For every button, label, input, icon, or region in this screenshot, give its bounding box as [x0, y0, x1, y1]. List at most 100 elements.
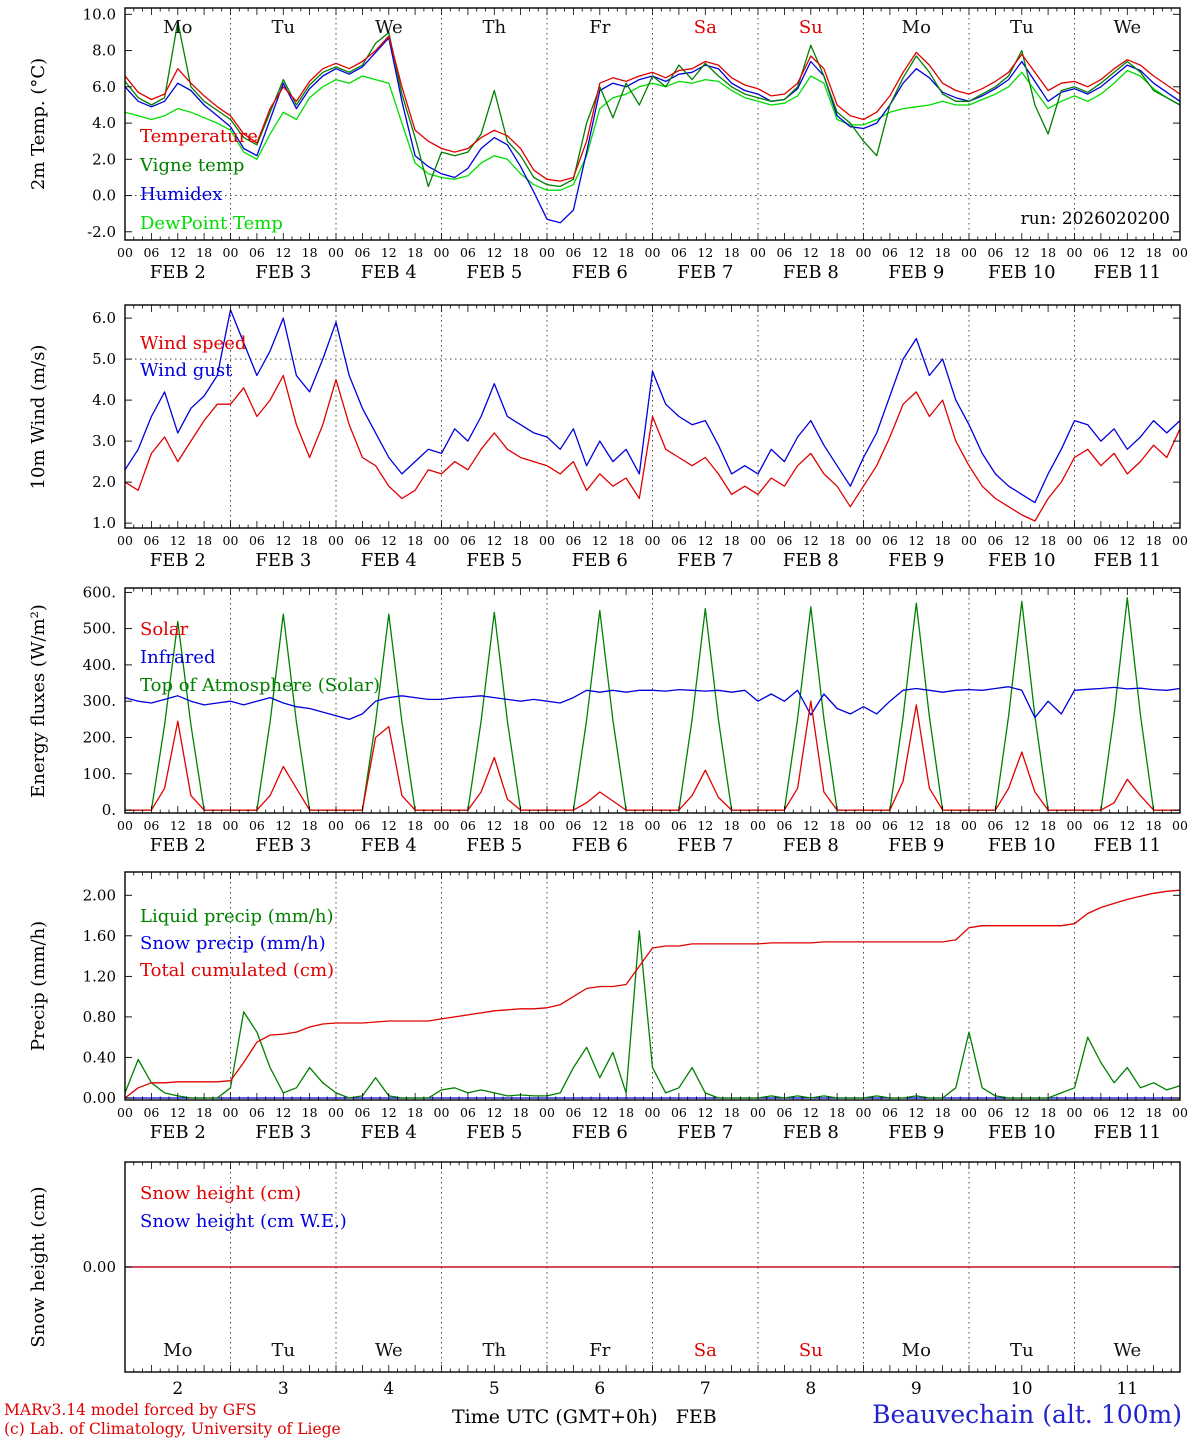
hour-tick-label: 06 [354, 818, 370, 833]
weekday-label: Th [482, 1340, 506, 1361]
hour-tick-label: 06 [1093, 245, 1109, 260]
day-label: FEB 9 [888, 262, 944, 283]
day-label: FEB 6 [572, 835, 628, 856]
hour-tick-label: 00 [1172, 533, 1188, 548]
hour-tick-label: 06 [776, 818, 792, 833]
y-tick-label: 0.0 [92, 187, 116, 205]
hour-tick-label: 00 [434, 1105, 450, 1120]
hour-tick-label: 18 [724, 245, 740, 260]
legend-dewpoint-temp: DewPoint Temp [140, 213, 283, 234]
y-tick-label: 100. [83, 765, 116, 783]
day-number-label: 9 [911, 1379, 922, 1399]
hour-tick-label: 06 [882, 245, 898, 260]
day-label: FEB 10 [988, 262, 1055, 283]
hour-tick-label: 00 [645, 1105, 661, 1120]
weekday-label: We [1113, 1340, 1141, 1361]
hour-tick-label: 12 [486, 533, 502, 548]
hour-tick-label: 06 [460, 533, 476, 548]
hour-tick-label: 06 [776, 533, 792, 548]
hour-tick-label: 18 [196, 1105, 212, 1120]
hour-tick-label: 12 [1119, 1105, 1135, 1120]
hour-tick-label: 12 [697, 1105, 713, 1120]
hour-tick-label: 00 [750, 245, 766, 260]
hour-tick-label: 12 [275, 1105, 291, 1120]
weekday-label: Su [799, 1340, 823, 1361]
hour-tick-label: 18 [829, 533, 845, 548]
hour-tick-label: 06 [249, 1105, 265, 1120]
day-label: FEB 9 [888, 550, 944, 571]
hour-tick-label: 00 [223, 245, 239, 260]
hour-tick-label: 12 [908, 533, 924, 548]
hour-tick-label: 00 [117, 533, 133, 548]
hour-tick-label: 06 [882, 533, 898, 548]
hour-tick-label: 12 [1119, 245, 1135, 260]
y-tick-label: 200. [83, 729, 116, 747]
y-tick-label: 1.20 [83, 967, 116, 985]
hour-tick-label: 12 [908, 818, 924, 833]
hour-tick-label: 18 [513, 533, 529, 548]
day-label: FEB 11 [1094, 1122, 1161, 1143]
y-tick-label: 500. [83, 620, 116, 638]
day-number-label: 11 [1116, 1379, 1138, 1399]
hour-tick-label: 06 [776, 245, 792, 260]
model-credit-line1: MARv3.14 model forced by GFS [4, 1401, 257, 1419]
hour-tick-label: 18 [935, 1105, 951, 1120]
day-number-label: 3 [278, 1379, 289, 1399]
series-wind-speed [124, 374, 1181, 522]
hour-tick-label: 00 [1067, 1105, 1083, 1120]
series-total-cumulated [124, 889, 1181, 1099]
meteogram-chart: 10.0 8.0 6.0 4.0 2.0 0.0 -2.0 2m Temp. (°C) 00 06… [28, 5, 1188, 1399]
y-tick-label: 6.0 [92, 309, 116, 327]
day-label: FEB 10 [988, 835, 1055, 856]
day-number-label: 8 [805, 1379, 816, 1399]
y-tick-label: 0.00 [83, 1089, 116, 1107]
day-label: FEB 11 [1094, 835, 1161, 856]
hour-tick-label: 06 [671, 1105, 687, 1120]
hour-tick-label: 12 [803, 533, 819, 548]
weekday-label: Sa [694, 1340, 717, 1361]
day-label: FEB 3 [255, 262, 311, 283]
y-axis-label: Energy fluxes (W/m²) [28, 604, 49, 798]
hour-tick-label: 12 [381, 245, 397, 260]
hour-tick-label: 18 [196, 245, 212, 260]
hour-tick-label: 06 [1093, 533, 1109, 548]
time-axis-label: Time UTC (GMT+0h) [452, 1406, 658, 1428]
legend-vigne-temp: Vigne temp [139, 155, 244, 176]
hour-tick-label: 18 [302, 245, 318, 260]
y-tick-label: 300. [83, 692, 116, 710]
day-label: FEB 7 [677, 1122, 733, 1143]
hour-tick-label: 18 [1146, 533, 1162, 548]
weekday-label: Su [799, 17, 823, 38]
weekday-label: Tu [1010, 1340, 1034, 1361]
legend-snow-height-cm: Snow height (cm) [140, 1183, 301, 1204]
y-tick-label: 4.0 [92, 391, 116, 409]
hour-tick-label: 00 [328, 245, 344, 260]
day-number-label: 2 [172, 1379, 183, 1399]
hour-tick-label: 18 [196, 818, 212, 833]
weekday-label: Mo [902, 17, 931, 38]
hour-tick-label: 00 [645, 533, 661, 548]
hour-tick-label: 06 [1093, 1105, 1109, 1120]
hour-tick-label: 12 [908, 245, 924, 260]
hour-tick-label: 18 [513, 245, 529, 260]
hour-tick-label: 18 [1146, 818, 1162, 833]
hour-tick-label: 18 [1146, 245, 1162, 260]
legend-wind-gust: Wind gust [140, 360, 233, 381]
weekday-label: Mo [163, 17, 192, 38]
weekday-label: Fr [589, 17, 610, 38]
day-label: FEB 4 [361, 550, 417, 571]
hour-tick-label: 06 [671, 533, 687, 548]
day-label: FEB 7 [677, 262, 733, 283]
hour-tick-label: 18 [935, 533, 951, 548]
weekday-label: Tu [271, 1340, 295, 1361]
hour-tick-label: 06 [565, 245, 581, 260]
day-number-label: 4 [383, 1379, 394, 1399]
hour-tick-label: 06 [1093, 818, 1109, 833]
day-label: FEB 9 [888, 835, 944, 856]
hour-tick-label: 12 [803, 245, 819, 260]
day-label: FEB 6 [572, 262, 628, 283]
hour-tick-label: 18 [829, 245, 845, 260]
series-dewpoint-temp [124, 69, 1181, 191]
hour-tick-label: 00 [856, 533, 872, 548]
hour-tick-label: 12 [275, 533, 291, 548]
